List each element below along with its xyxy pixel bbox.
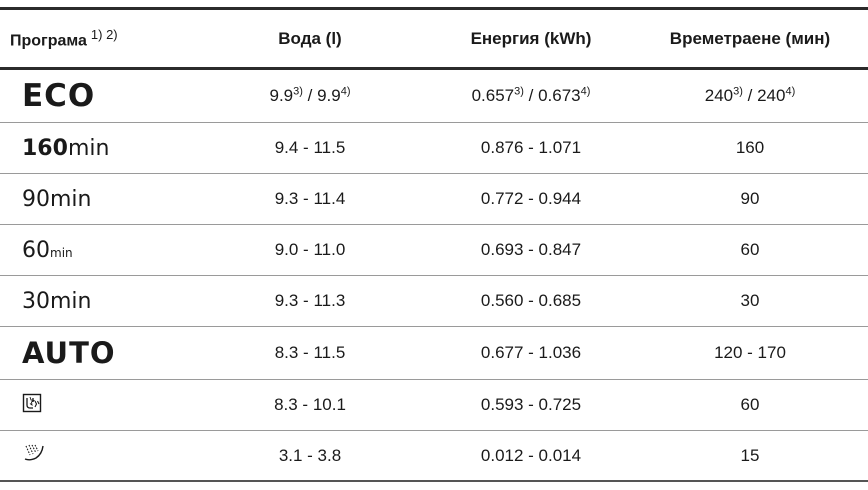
program-eco-label: ECO — [22, 78, 96, 114]
cell-water: 9.93) / 9.94) — [269, 85, 351, 105]
program-auto-label: AUTO — [22, 336, 116, 370]
header-energy: Енергия (kWh) — [470, 28, 592, 48]
program-90min-label: 90min — [22, 186, 92, 212]
cell-duration: 120 - 170 — [714, 343, 786, 362]
cell-energy: 0.012 - 0.014 — [480, 445, 582, 465]
cell-energy: 0.560 - 0.685 — [480, 291, 582, 310]
cell-duration: 90 — [740, 189, 760, 208]
header-program: Програма 1) 2) — [0, 27, 190, 50]
table-header-row: Програма 1) 2) Вода (l) Енергия (kWh) Вре… — [0, 10, 868, 70]
cell-water: 8.3 - 11.5 — [274, 343, 346, 362]
cell-energy: 0.693 - 0.847 — [480, 240, 582, 259]
cell-duration: 15 — [740, 445, 760, 465]
table-row: ECO 9.93) / 9.94) 0.6573) / 0.6734) 2403… — [0, 70, 868, 123]
cell-water: 9.3 - 11.4 — [274, 189, 346, 208]
header-program-label: Програма — [10, 32, 87, 50]
table-row: 60min 9.0 - 11.0 0.693 - 0.847 60 — [0, 225, 868, 276]
cell-water: 9.4 - 11.5 — [274, 138, 346, 157]
table-top-rule — [0, 7, 868, 10]
cell-energy: 0.677 - 1.036 — [480, 343, 582, 362]
cell-duration: 30 — [740, 291, 760, 310]
header-water: Вода (l) — [278, 28, 342, 48]
table-row: 30min 9.3 - 11.3 0.560 - 0.685 30 — [0, 276, 868, 327]
table-row: 3.1 - 3.8 0.012 - 0.014 15 — [0, 431, 868, 482]
cell-energy: 0.593 - 0.725 — [480, 395, 582, 414]
cell-duration: 160 — [735, 138, 765, 157]
cell-energy: 0.876 - 1.071 — [480, 138, 582, 157]
cell-duration: 60 — [740, 395, 760, 414]
table-row: 90min 9.3 - 11.4 0.772 - 0.944 90 — [0, 174, 868, 225]
program-30min-label: 30min — [22, 288, 92, 314]
cell-duration: 60 — [740, 240, 760, 259]
cell-water: 9.0 - 11.0 — [274, 240, 346, 259]
cell-water: 8.3 - 10.1 — [274, 395, 346, 414]
table-row: AUTO 8.3 - 11.5 0.677 - 1.036 120 - 170 — [0, 327, 868, 380]
table-row: 160min 9.4 - 11.5 0.876 - 1.071 160 — [0, 123, 868, 174]
header-duration: Времетраене (мин) — [669, 28, 831, 48]
program-60min-label: 60min — [22, 237, 73, 263]
glass-care-icon — [12, 393, 42, 418]
header-program-notes: 1) 2) — [90, 26, 118, 42]
cell-water: 3.1 - 3.8 — [278, 445, 342, 465]
cell-duration: 2403) / 2404) — [704, 85, 796, 105]
cell-water: 9.3 - 11.3 — [274, 291, 346, 310]
cell-energy: 0.6573) / 0.6734) — [471, 85, 591, 105]
program-table: Програма 1) 2) Вода (l) Енергия (kWh) Вре… — [0, 7, 868, 482]
cell-energy: 0.772 - 0.944 — [480, 189, 582, 208]
program-160min-label: 160min — [22, 135, 110, 161]
table-row: 8.3 - 10.1 0.593 - 0.725 60 — [0, 380, 868, 431]
rinse-spray-icon — [12, 443, 46, 468]
